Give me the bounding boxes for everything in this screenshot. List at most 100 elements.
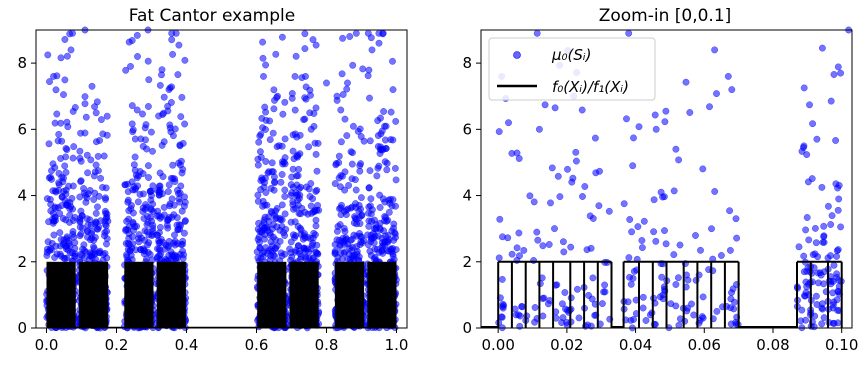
x-tick-label: 0.04 <box>619 336 652 354</box>
scatter-point <box>262 189 270 196</box>
scatter-point <box>581 183 589 190</box>
scatter-point <box>662 107 670 115</box>
scatter-point <box>339 34 347 42</box>
scatter-point <box>601 288 609 296</box>
scatter-point <box>301 94 309 102</box>
scatter-point <box>63 146 71 154</box>
scatter-point <box>341 168 349 176</box>
scatter-point <box>83 151 91 159</box>
scatter-point <box>296 224 304 232</box>
scatter-point <box>381 238 389 246</box>
scatter-point <box>289 165 297 173</box>
scatter-point <box>56 250 64 258</box>
x-tick-label: 0.06 <box>688 336 721 354</box>
scatter-point <box>377 130 385 138</box>
scatter-point <box>533 228 541 236</box>
scatter-point <box>659 291 667 299</box>
scatter-point <box>376 226 384 234</box>
scatter-point <box>165 181 173 189</box>
scatter-point <box>629 162 637 170</box>
scatter-point <box>287 238 295 246</box>
scatter-point <box>44 51 52 59</box>
scatter-point <box>257 130 265 138</box>
scatter-point <box>575 314 583 322</box>
scatter-point <box>539 312 547 320</box>
scatter-point <box>357 133 365 140</box>
scatter-point <box>103 227 111 235</box>
scatter-point <box>675 321 683 329</box>
scatter-point <box>339 91 347 98</box>
scatter-point <box>625 29 633 37</box>
y-tick-label: 6 <box>17 120 27 138</box>
scatter-point <box>810 264 818 272</box>
scatter-point <box>257 186 265 194</box>
scatter-point <box>91 168 99 176</box>
scatter-point <box>803 267 811 275</box>
scatter-point <box>255 219 263 227</box>
scatter-point <box>164 107 172 115</box>
scatter-point <box>77 207 85 215</box>
scatter-point <box>164 188 172 196</box>
scatter-point <box>130 183 138 191</box>
scatter-point <box>164 216 172 223</box>
scatter-point <box>278 216 286 224</box>
scatter-point <box>84 233 91 241</box>
scatter-point <box>260 216 268 224</box>
scatter-point <box>661 118 669 126</box>
scatter-point <box>531 318 539 326</box>
scatter-point <box>167 99 175 106</box>
scatter-point <box>368 206 376 214</box>
scatter-point <box>87 156 95 164</box>
scatter-point <box>123 251 131 259</box>
scatter-point <box>812 292 820 300</box>
scatter-point <box>635 123 643 131</box>
scatter-point <box>147 128 155 136</box>
scatter-point <box>292 232 299 240</box>
scatter-point <box>156 189 164 196</box>
panel-zoom-in: Zoom-in [0,0.1] 0.00 0.02 0.04 0.06 0.08 0.10… <box>462 6 858 354</box>
scatter-point <box>145 174 152 181</box>
scatter-point <box>256 148 264 156</box>
scatter-point <box>275 142 283 150</box>
scatter-point <box>730 305 738 313</box>
scatter-point <box>176 198 184 206</box>
scatter-point <box>56 229 64 237</box>
scatter-point <box>126 246 134 254</box>
scatter-point <box>131 166 139 174</box>
scatter-point <box>391 230 399 238</box>
scatter-point <box>127 62 134 70</box>
scatter-point <box>331 180 339 188</box>
scatter-point <box>833 252 841 260</box>
scatter-point <box>278 33 286 41</box>
scatter-point <box>181 120 189 128</box>
scatter-point <box>499 304 507 312</box>
scatter-point <box>77 129 85 137</box>
scatter-point <box>345 181 353 189</box>
scatter-point <box>630 316 638 323</box>
scatter-point <box>539 242 547 250</box>
y-tick-label: 0 <box>462 319 472 337</box>
step-block <box>124 261 154 328</box>
scatter-point <box>62 168 70 176</box>
scatter-point <box>294 242 302 250</box>
scatter-point <box>686 109 694 116</box>
legend: μ₀(Sᵢ) f₀(Xᵢ)/f₁(Xᵢ) <box>488 37 656 101</box>
scatter-point <box>129 128 137 136</box>
scatter-point <box>676 241 684 249</box>
scatter-point <box>301 115 309 123</box>
scatter-point <box>122 66 130 74</box>
scatter-point <box>355 214 363 222</box>
scatter-point <box>90 196 98 203</box>
scatter-point <box>137 135 145 143</box>
scatter-point <box>578 106 586 114</box>
scatter-point <box>96 249 104 257</box>
scatter-point <box>365 66 373 74</box>
scatter-point <box>264 169 272 177</box>
scatter-point <box>381 213 389 220</box>
scatter-point <box>155 245 163 253</box>
scatter-point <box>827 252 834 260</box>
scatter-point <box>290 205 297 213</box>
scatter-point <box>291 106 299 114</box>
scatter-point <box>179 165 187 173</box>
scatter-point <box>257 177 265 185</box>
